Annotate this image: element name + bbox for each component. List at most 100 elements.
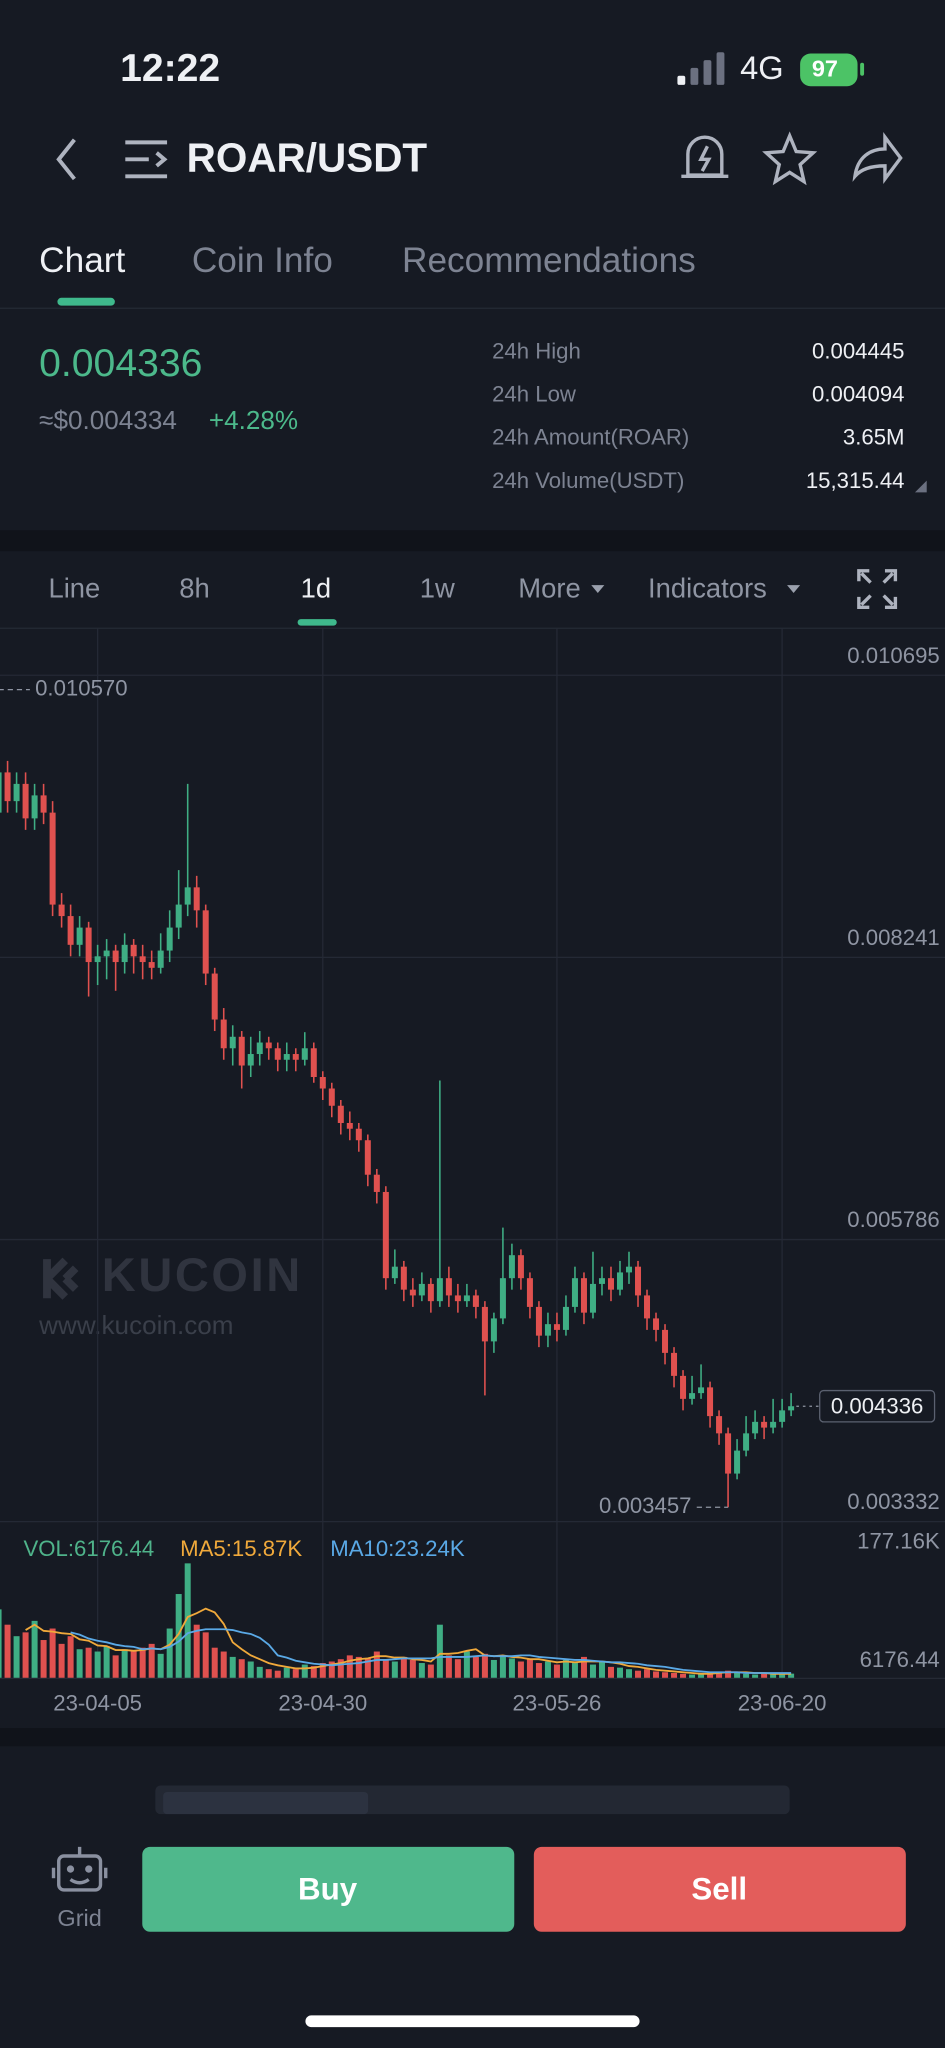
volume-bar [481, 1653, 488, 1679]
candle-body [58, 904, 65, 917]
volume-bar [220, 1651, 227, 1679]
candle-body [67, 916, 74, 945]
volume-bar [571, 1663, 578, 1679]
volume-bar [761, 1673, 768, 1679]
battery-tip [860, 62, 865, 76]
candle-body [184, 887, 191, 905]
interval-tab[interactable]: More [518, 573, 580, 604]
interval-tab[interactable]: Indicators [648, 573, 767, 604]
interval-tab[interactable]: Line [48, 573, 100, 604]
legend-entry: MA5:15.87K [180, 1536, 302, 1561]
volume-bar [184, 1563, 191, 1679]
volume-bar [382, 1659, 389, 1679]
status-network: 4G [740, 49, 784, 86]
volume-bar [211, 1647, 218, 1679]
candle-body [265, 1042, 272, 1049]
candle-body [671, 1352, 678, 1376]
candle-body [85, 927, 92, 963]
volume-bar [644, 1669, 651, 1679]
candle-body [526, 1278, 533, 1307]
interval-bar: Line 8h 1d 1w More Indicators [48, 573, 766, 604]
tab[interactable]: Chart [39, 241, 125, 280]
candle-body [562, 1306, 569, 1330]
volume-bar [517, 1661, 524, 1679]
candle-body [463, 1295, 470, 1302]
volume-bar [346, 1655, 353, 1679]
volume-bar [265, 1669, 272, 1679]
volume-bar [166, 1628, 173, 1679]
watermark-logo [43, 1257, 79, 1300]
buy-label[interactable]: Buy [298, 1872, 358, 1907]
candle-body [743, 1433, 750, 1451]
grid-icon[interactable] [51, 1846, 108, 1892]
candle-body [589, 1283, 596, 1313]
volume-bar [788, 1673, 795, 1679]
candle-body [391, 1266, 398, 1279]
interval-tab[interactable]: 1d [301, 573, 331, 604]
stat-label: 24h High [492, 339, 581, 364]
candle-body [22, 783, 29, 819]
chart: 23-04-05 23-04-30 23-05-26 23-06-20 0.003332… [0, 628, 945, 1715]
candle-body [310, 1048, 317, 1078]
volume-bar [653, 1671, 660, 1679]
volume-bar [67, 1636, 74, 1679]
candle-body [112, 950, 119, 963]
tab[interactable]: Coin Info [192, 241, 333, 280]
volume-bar [103, 1646, 110, 1679]
grid-label[interactable]: Grid [57, 1905, 101, 1931]
stats: 24h High 0.004445 24h Low 0.004094 24h Amoun… [492, 339, 904, 493]
candle-body [193, 887, 200, 911]
candle-body [580, 1278, 587, 1313]
candle-body [382, 1191, 389, 1279]
volume-bar [22, 1632, 29, 1679]
interval-tab[interactable]: 8h [179, 573, 209, 604]
favorite-icon[interactable] [762, 131, 818, 186]
fullscreen-icon[interactable] [857, 569, 898, 610]
menu-icon[interactable] [125, 140, 168, 179]
buy-button[interactable] [142, 1846, 515, 1932]
volume-bar [40, 1640, 47, 1679]
candle-body [346, 1122, 353, 1129]
tab[interactable]: Recommendations [402, 241, 696, 280]
panel-tab [163, 1792, 369, 1815]
volume-bar [589, 1664, 596, 1679]
volume-bar [4, 1624, 11, 1679]
volume-bar [526, 1659, 533, 1679]
volume-bar [544, 1661, 551, 1679]
candle-body [517, 1255, 524, 1279]
volume-bar [121, 1649, 128, 1679]
back-button[interactable] [56, 138, 76, 181]
candle-body [220, 1019, 227, 1049]
candle-body [130, 944, 137, 957]
candle-body [716, 1416, 723, 1434]
candle-body [202, 910, 209, 974]
sell-button[interactable] [533, 1846, 906, 1932]
dropdown-arrow [787, 585, 801, 593]
share-icon[interactable] [852, 132, 903, 185]
volume-bar [535, 1663, 542, 1679]
stat-value: 0.004445 [812, 339, 905, 364]
sell-label[interactable]: Sell [691, 1872, 747, 1907]
volume-bar [301, 1664, 308, 1679]
candle-body [571, 1278, 578, 1307]
y2-tick-label: 6176.44 [860, 1647, 940, 1672]
volume-bar [193, 1624, 200, 1679]
candle-body [166, 927, 173, 951]
volume-bar [752, 1674, 759, 1679]
candle-body [598, 1278, 605, 1284]
signal-icon [677, 52, 725, 85]
volume-bar [598, 1661, 605, 1679]
volume-bar [58, 1643, 65, 1679]
volume-bar [247, 1661, 254, 1679]
volume-bar [148, 1643, 155, 1679]
battery-level: 97 [812, 56, 838, 82]
alert-icon[interactable] [681, 135, 729, 179]
candle-body [725, 1433, 732, 1474]
stat-value: 3.65M [843, 425, 905, 450]
candle-body [761, 1421, 768, 1428]
interval-tab[interactable]: 1w [420, 573, 455, 604]
candle-body [238, 1036, 245, 1066]
volume-bar [562, 1659, 569, 1679]
volume-bar [76, 1649, 83, 1679]
